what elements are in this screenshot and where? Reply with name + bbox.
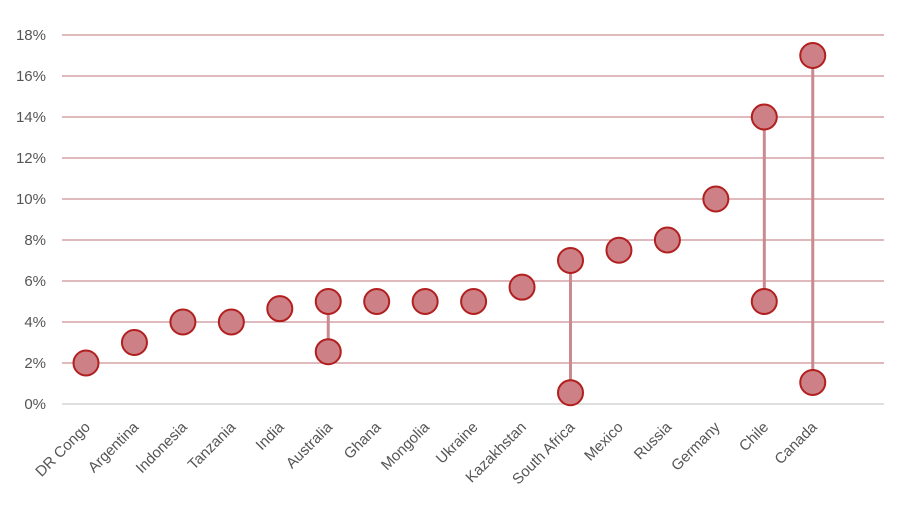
y-tick-label: 8% [24, 232, 46, 249]
y-tick-label: 4% [24, 314, 46, 331]
data-point [411, 288, 439, 315]
x-tick-label: Germany [668, 418, 724, 474]
data-point [702, 185, 730, 213]
data-point [508, 273, 536, 301]
data-point [653, 226, 681, 254]
data-point [266, 295, 294, 323]
x-tick-label: Russia [631, 418, 676, 463]
data-point [557, 247, 584, 274]
data-point [799, 368, 827, 396]
x-tick-label: Mongolia [378, 418, 434, 474]
y-tick-label: 10% [16, 191, 46, 208]
x-tick-label: Canada [771, 418, 821, 468]
data-point [314, 288, 342, 315]
x-tick-label: Chile [736, 419, 772, 455]
y-tick-label: 2% [24, 355, 46, 372]
data-point [314, 338, 342, 366]
x-tick-label: Australia [283, 418, 337, 472]
y-tick-label: 16% [16, 68, 46, 85]
x-tick-label: Indonesia [133, 418, 191, 476]
data-point [605, 236, 633, 264]
data-point [750, 103, 778, 131]
data-point [72, 349, 100, 377]
x-tick-label: DR Congo [32, 419, 94, 481]
x-tick-label: Tanzania [185, 418, 240, 473]
data-point [557, 379, 584, 407]
data-point [363, 288, 391, 315]
data-point [799, 42, 827, 69]
x-tick-label: Mexico [581, 419, 627, 465]
x-tick-label: Ghana [341, 418, 385, 462]
y-tick-label: 14% [16, 109, 46, 126]
data-point [217, 308, 245, 336]
range-lines [326, 55, 815, 393]
data-point [750, 288, 778, 315]
data-point [120, 329, 148, 356]
gridlines [62, 34, 884, 405]
y-axis-tick-labels: 0% 2% 4% 6% 8% 10% 12% 14% 16% 18% [16, 27, 46, 413]
y-tick-label: 12% [16, 150, 46, 167]
x-tick-label: India [253, 418, 288, 453]
data-point [460, 288, 488, 315]
y-tick-label: 0% [24, 396, 46, 413]
y-tick-label: 6% [24, 273, 46, 290]
data-point [169, 308, 197, 336]
y-tick-label: 18% [16, 27, 46, 44]
x-tick-label: Ukraine [433, 419, 482, 468]
data-points [72, 42, 827, 407]
